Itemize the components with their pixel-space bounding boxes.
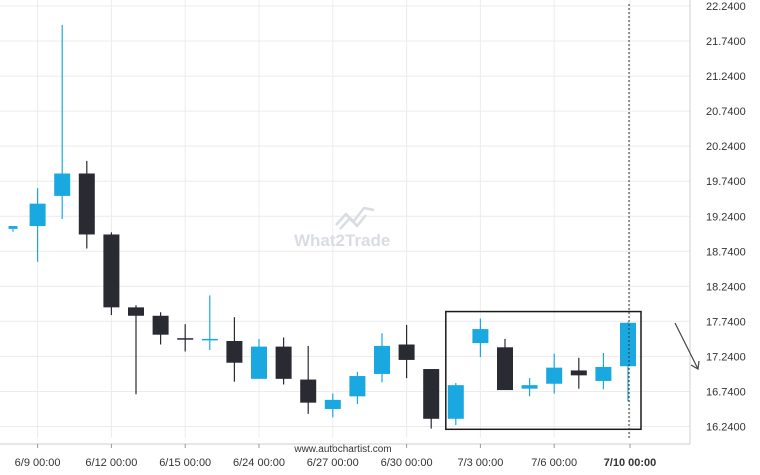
candle [226, 317, 243, 382]
candle-body [275, 346, 292, 379]
x-axis-labels: 6/9 00:00 6/12 00:00 6/15 00:00 6/24 00:00 6… [15, 457, 657, 469]
y-tick-label: 20.2400 [706, 141, 746, 153]
candle-body [398, 344, 415, 360]
candle-body [226, 340, 243, 363]
candle [177, 324, 194, 352]
x-tick-label: 6/15 00:00 [159, 457, 211, 469]
candle [620, 322, 636, 402]
candle-body [152, 315, 169, 335]
candle-body [201, 338, 218, 341]
y-tick-label: 19.2400 [706, 211, 746, 223]
candle [201, 295, 218, 351]
watermark: What2Trade [294, 206, 390, 250]
candle [349, 371, 366, 405]
candle [152, 312, 169, 345]
y-tick-label: 16.7400 [706, 386, 746, 398]
watermark-text: What2Trade [294, 231, 390, 250]
candle-body [497, 347, 513, 391]
x-tick-label: 6/12 00:00 [85, 457, 137, 469]
candle-body [472, 329, 489, 344]
candle-body [177, 338, 194, 340]
candle-body [8, 226, 18, 229]
source-label: www.autochartist.com [293, 444, 391, 455]
candle [570, 357, 587, 389]
candle-body [570, 370, 587, 376]
candle [497, 338, 513, 391]
candle [275, 337, 292, 385]
candle-body [521, 385, 538, 389]
x-tick-label: 6/9 00:00 [15, 457, 61, 469]
candle-body [349, 376, 366, 397]
candle-body [374, 345, 390, 374]
candle [447, 383, 464, 426]
candle [103, 232, 120, 316]
y-tick-label: 18.2400 [706, 281, 746, 293]
candle-body [128, 307, 144, 316]
candle-body [620, 322, 636, 367]
candle [374, 333, 390, 383]
candle [300, 345, 317, 414]
candle [595, 352, 612, 390]
x-tick-label: 7/6 00:00 [531, 457, 577, 469]
y-tick-label: 17.2400 [706, 351, 746, 363]
x-tick-label: 6/24 00:00 [233, 457, 285, 469]
x-tick-label: 7/3 00:00 [457, 457, 503, 469]
candle [472, 318, 489, 358]
candle-body [595, 366, 612, 381]
pattern-overlay [445, 4, 700, 438]
x-tick-label: 6/27 00:00 [307, 457, 359, 469]
pattern-box [445, 310, 642, 431]
candle-body [251, 346, 267, 379]
y-tick-label: 20.7400 [706, 106, 746, 118]
candle-body [29, 203, 46, 227]
y-tick-label: 16.2400 [706, 422, 746, 434]
candle-body [78, 173, 95, 235]
candle-body [54, 173, 71, 196]
candles [8, 24, 636, 429]
candle-body [300, 379, 317, 403]
candle [128, 305, 144, 395]
candle [29, 188, 46, 262]
y-tick-label: 17.7400 [706, 316, 746, 328]
candle-body [423, 369, 440, 419]
candle [54, 24, 71, 220]
candle [78, 160, 95, 249]
candle-body [546, 367, 563, 384]
candle-body [447, 385, 464, 419]
projection-arrow-icon [674, 322, 700, 370]
candle-body [324, 399, 341, 409]
candle [251, 338, 267, 379]
candle [8, 226, 18, 232]
y-tick-label: 22.2400 [706, 1, 746, 13]
y-tick-label: 21.2400 [706, 71, 746, 83]
y-tick-label: 18.7400 [706, 246, 746, 258]
candle [324, 393, 341, 418]
y-axis-labels: 22.2400 21.7400 21.2400 20.7400 20.2400 19.74… [706, 1, 746, 434]
candle [546, 353, 563, 394]
y-tick-label: 19.7400 [706, 176, 746, 188]
x-tick-label: 6/30 00:00 [381, 457, 433, 469]
candle [398, 324, 415, 379]
y-tick-label: 21.7400 [706, 36, 746, 48]
watermark-logo-icon [335, 206, 375, 230]
candle-body [103, 234, 120, 308]
candle [423, 369, 440, 429]
candle [521, 378, 538, 397]
x-tick-label: 7/10 00:00 [604, 457, 657, 469]
